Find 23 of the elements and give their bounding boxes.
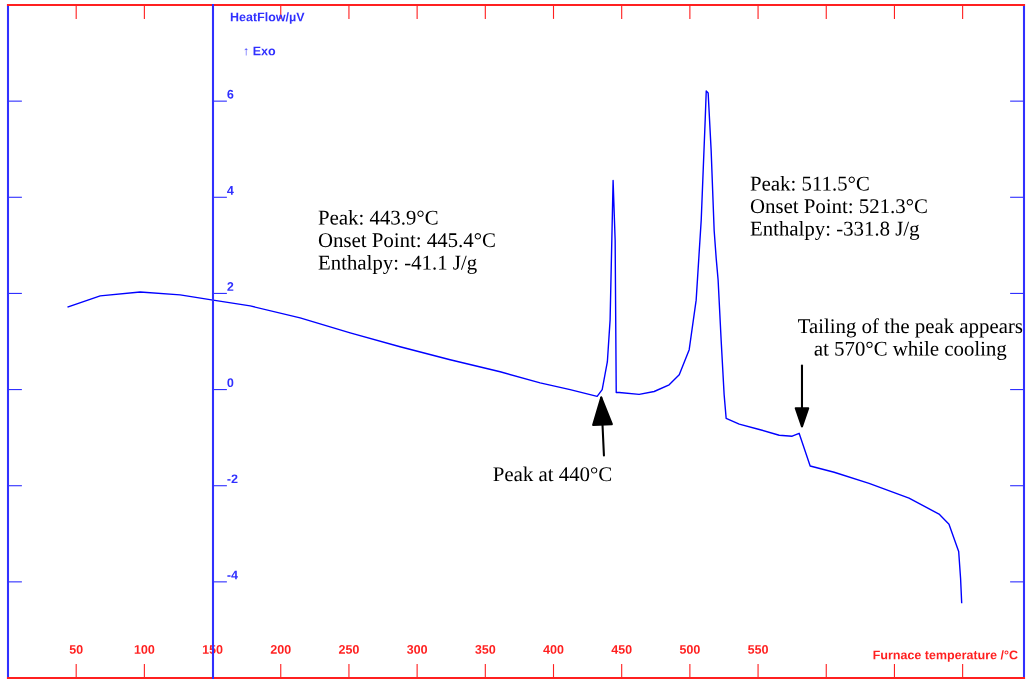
y-axis-title: HeatFlow/µV — [230, 12, 305, 24]
y-tick-label: 2 — [227, 282, 234, 291]
y-tick-label: 6 — [227, 89, 234, 99]
y-tick-label: 4 — [227, 186, 234, 195]
annotation: Peak at 440°C — [493, 466, 612, 482]
x-tick-label: 250 — [338, 645, 359, 654]
x-tick-label: 300 — [406, 645, 428, 654]
x-tick-label: 450 — [611, 645, 632, 654]
x-tick-label: 50 — [69, 645, 83, 654]
y-tick-label: 0 — [227, 378, 234, 388]
x-tick-label: 500 — [679, 645, 700, 654]
annotation: Peak: 443.9°C Onset Point: 445.4°C Enthalpy: -41.1 J/g — [318, 210, 495, 274]
x-tick-label: 100 — [134, 645, 155, 654]
x-axis-title: Furnace temperature /°C — [873, 650, 1018, 662]
x-tick-label: 200 — [270, 645, 291, 654]
annotation: Peak: 511.5°C Onset Point: 521.3°C Enthalpy: -331.8 J/g — [750, 176, 927, 240]
y-tick-label: -2 — [227, 474, 238, 484]
x-tick-label: 350 — [475, 645, 496, 654]
x-tick-label: 550 — [748, 645, 768, 654]
annotation: Tailing of the peak appears at 570°C while cooling — [798, 318, 1023, 361]
y-tick-label: -4 — [227, 570, 238, 580]
x-tick-label: 400 — [543, 645, 564, 654]
annotation: ↑ Exo — [244, 46, 276, 56]
